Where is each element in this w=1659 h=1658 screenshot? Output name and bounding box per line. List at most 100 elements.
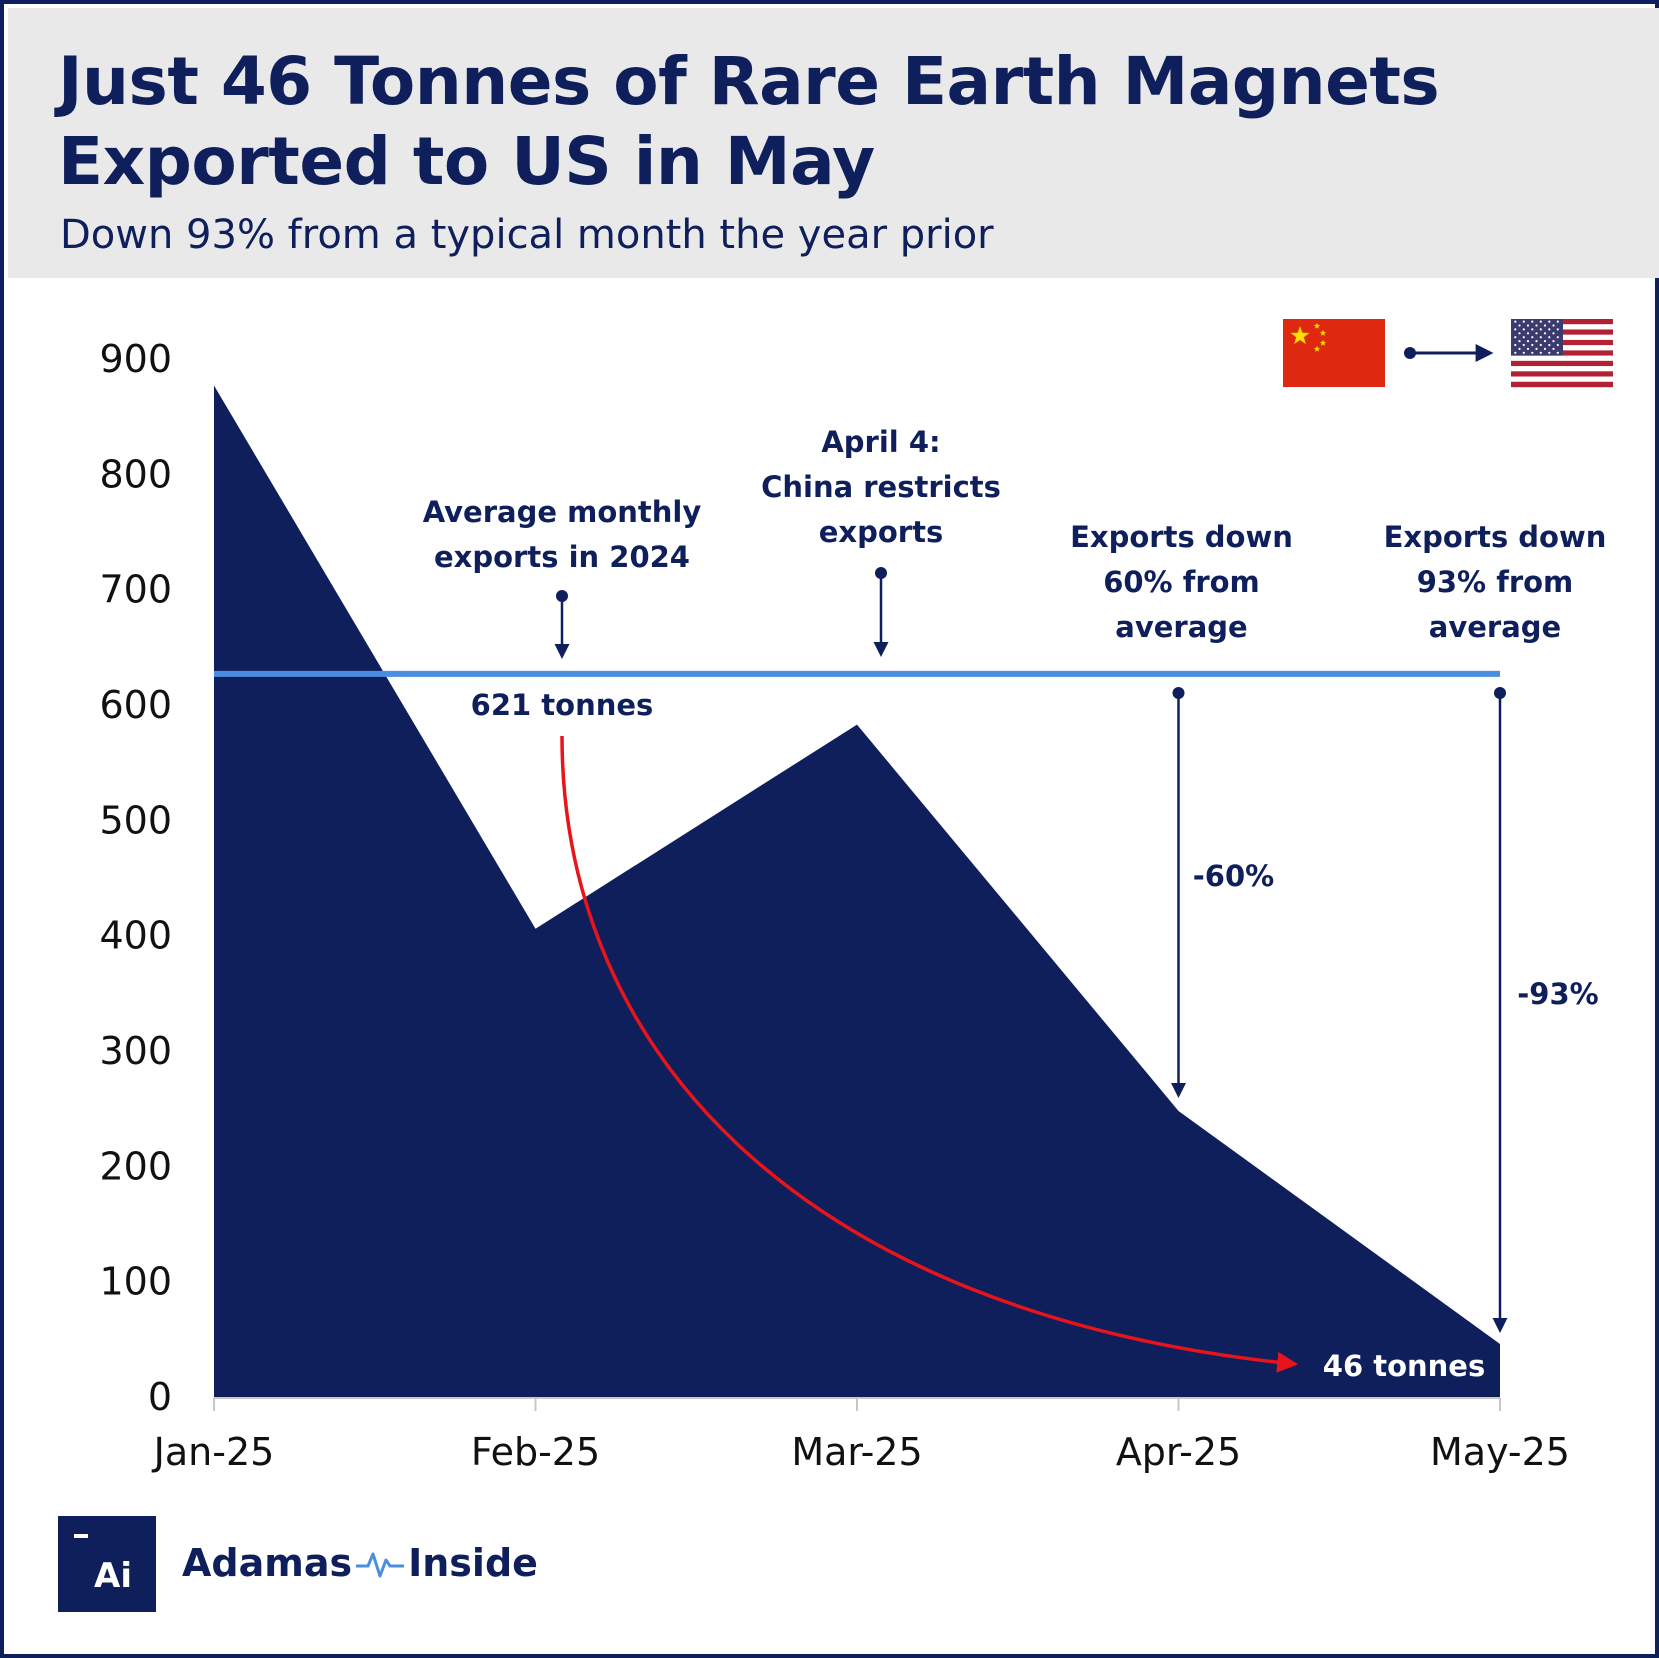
x-tick-label: Apr-25 [1116, 1430, 1241, 1474]
china-flag-small-star [1319, 339, 1327, 346]
title-line-2: Exported to US in May [58, 123, 875, 200]
may-down-annotation-text: Exports down [1384, 520, 1607, 554]
us-flag-stripe [1511, 366, 1613, 372]
us-flag-star [1556, 328, 1559, 331]
us-flag-star [1548, 320, 1551, 323]
apr-down-annotation-text: Exports down [1070, 520, 1293, 554]
y-tick-label: 200 [99, 1144, 172, 1188]
us-flag-star [1514, 328, 1517, 331]
china-flag-field [1283, 319, 1385, 387]
us-flag-star [1514, 320, 1517, 323]
may-down-annotation-text: 93% from [1417, 565, 1574, 599]
apr-down-pct-label: -60% [1193, 859, 1274, 893]
us-flag-star [1548, 343, 1551, 347]
us-flag-star [1548, 336, 1551, 339]
us-flag-star [1518, 347, 1521, 350]
us-flag-stripe [1511, 381, 1613, 388]
us-flag-star [1548, 351, 1551, 354]
apr-down-annotation-text: 60% from [1103, 565, 1260, 599]
april-annotation-text: exports [819, 515, 943, 549]
us-flag-star [1552, 347, 1555, 350]
china-flag-big-star [1290, 326, 1310, 345]
area-layer [214, 385, 1500, 1397]
us-flag-star [1514, 351, 1517, 354]
us-flag-star [1535, 332, 1538, 335]
logo-text: Ai [94, 1556, 132, 1596]
x-tick-label: Feb-25 [471, 1430, 600, 1474]
china-flag-small-star [1319, 329, 1327, 336]
y-tick-label: 400 [99, 914, 172, 958]
us-flag-star [1526, 347, 1530, 350]
us-flag-star [1539, 351, 1542, 354]
us-flag-canton [1511, 319, 1563, 356]
brand-left: Adamas [182, 1541, 353, 1585]
area-chart: 0 100 200 300 400 500 600 700 800 900 Jan-25 Feb-2… [99, 319, 1613, 1474]
y-tick-label: 700 [99, 568, 172, 612]
us-flag-star [1522, 320, 1525, 323]
us-flag-stripe [1511, 360, 1613, 367]
y-tick-label: 900 [99, 337, 172, 381]
us-flag-star [1543, 347, 1547, 350]
us-flag-star [1526, 324, 1530, 327]
header: Just 46 Tonnes of Rare Earth Magnets Exp… [8, 8, 1659, 278]
us-flag-star [1531, 328, 1534, 331]
brand-name: Adamas Inside [182, 1538, 538, 1588]
china-flag-small-star [1313, 345, 1321, 352]
us-flag-star [1522, 328, 1525, 331]
apr-down-annotation-text: average [1115, 610, 1247, 644]
y-tick-label: 800 [99, 452, 172, 496]
end-value-label: 46 tonnes [1323, 1349, 1485, 1383]
china-flag-small-star [1313, 322, 1321, 329]
us-flag-star [1518, 324, 1521, 327]
us-flag-star [1514, 336, 1517, 339]
chart-subtitle: Down 93% from a typical month the year p… [60, 212, 994, 258]
y-tick-label: 100 [99, 1260, 172, 1304]
x-tick-label: Mar-25 [791, 1430, 922, 1474]
april-annotation-text: April 4: [821, 425, 940, 459]
title-line-1: Just 46 Tonnes of Rare Earth Magnets [58, 43, 1440, 120]
us-flag-star [1522, 343, 1525, 347]
us-flag-star [1531, 336, 1534, 339]
us-flag-star [1526, 340, 1530, 343]
flag-legend [1283, 319, 1613, 388]
chart-title: Just 46 Tonnes of Rare Earth Magnets Exp… [58, 42, 1618, 202]
us-flag-star [1543, 324, 1547, 327]
us-flag-star [1539, 336, 1542, 339]
us-flag-star [1535, 340, 1538, 343]
us-flag-star [1539, 320, 1542, 323]
us-flag-star [1518, 332, 1521, 335]
adamas-logo-icon: Ai [58, 1516, 156, 1612]
us-flag-star [1556, 336, 1559, 339]
y-axis: 0 100 200 300 400 500 600 700 800 900 [99, 337, 172, 1419]
x-tick-label: May-25 [1430, 1430, 1570, 1474]
us-flag-star [1514, 343, 1517, 347]
us-flag-stripe [1511, 355, 1613, 362]
april-annotation-text: China restricts [761, 470, 1001, 504]
us-flag-star [1526, 332, 1530, 335]
y-tick-label: 0 [148, 1375, 172, 1419]
x-tick-label: Jan-25 [152, 1430, 275, 1474]
annotation-layer: Average monthly exports in 2024 621 tonnes… [423, 425, 1607, 1383]
us-flag-star [1535, 347, 1538, 350]
us-flag-star [1522, 351, 1525, 354]
us-flag-star [1552, 340, 1555, 343]
us-flag-star [1531, 351, 1534, 354]
us-flag-star [1543, 340, 1547, 343]
brand-right: Inside [408, 1541, 538, 1585]
us-flag-star [1556, 320, 1559, 323]
us-flag-star [1548, 328, 1551, 331]
us-flag [1511, 319, 1613, 388]
may-down-pct-label: -93% [1517, 977, 1598, 1011]
us-flag-star [1531, 343, 1534, 347]
area-series [214, 385, 1500, 1397]
us-flag-star [1543, 332, 1547, 335]
y-tick-label: 600 [99, 683, 172, 727]
y-tick-label: 500 [99, 798, 172, 842]
us-flag-star [1556, 351, 1559, 354]
us-flag-star [1539, 343, 1542, 347]
us-flag-star [1556, 343, 1559, 347]
us-flag-star [1552, 324, 1555, 327]
may-down-annotation-text: average [1429, 610, 1561, 644]
average-annotation-text: Average monthly [423, 495, 702, 529]
us-flag-stripe [1511, 371, 1613, 377]
